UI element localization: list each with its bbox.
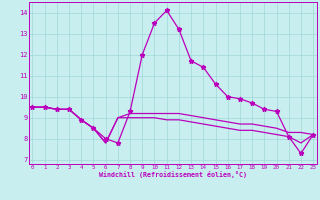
X-axis label: Windchill (Refroidissement éolien,°C): Windchill (Refroidissement éolien,°C) (99, 171, 247, 178)
